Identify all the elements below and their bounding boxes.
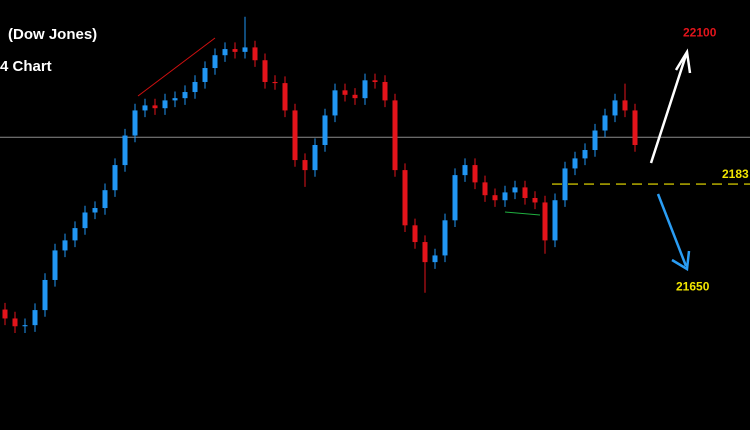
- candle-body: [362, 80, 368, 99]
- candle-body: [632, 110, 638, 146]
- level-label: 2183: [722, 167, 749, 181]
- chart-title: (Dow Jones): [8, 26, 97, 43]
- candle-body: [602, 115, 608, 131]
- candle-body: [122, 135, 128, 166]
- trend-line: [137, 37, 216, 97]
- candle-body: [32, 310, 38, 326]
- candle-body: [22, 325, 28, 327]
- candle-body: [472, 165, 478, 183]
- candle-body: [492, 195, 498, 201]
- candle-body: [372, 80, 378, 82]
- trend-line: [504, 211, 541, 216]
- candle-body: [562, 168, 568, 201]
- candle-body: [322, 115, 328, 146]
- candle-body: [532, 197, 538, 203]
- candle-body: [102, 190, 108, 209]
- candle-body: [232, 49, 238, 52]
- candle-body: [312, 145, 318, 171]
- candle-body: [152, 105, 158, 109]
- target-high-label: 22100: [683, 25, 717, 39]
- candle-body: [242, 47, 248, 52]
- candle-body: [282, 83, 288, 111]
- candle-body: [272, 81, 278, 84]
- candle-body: [12, 318, 18, 327]
- down-arrow: [656, 193, 691, 272]
- candle-body: [592, 130, 598, 151]
- candle-body: [542, 202, 548, 241]
- candle-body: [112, 165, 118, 191]
- candle-body: [212, 55, 218, 69]
- target-low-label: 21650: [676, 279, 710, 293]
- candle-body: [142, 105, 148, 111]
- candle-body: [192, 81, 198, 93]
- candle-body: [162, 100, 168, 109]
- candle-body: [522, 187, 528, 198]
- chart-subtitle: 4 Chart: [0, 58, 52, 75]
- candle-body: [182, 92, 188, 99]
- candle-body: [292, 110, 298, 161]
- candle-body: [622, 100, 628, 111]
- candle-body: [72, 228, 78, 241]
- candle-body: [262, 60, 268, 82]
- candle-body: [552, 200, 558, 241]
- candle-body: [202, 68, 208, 82]
- candle-body: [342, 90, 348, 95]
- candle-body: [482, 182, 488, 196]
- candle-body: [412, 225, 418, 243]
- candle-body: [332, 90, 338, 116]
- candle-body: [62, 240, 68, 251]
- candle-body: [452, 175, 458, 221]
- candle-body: [172, 98, 178, 101]
- candle-body: [352, 94, 358, 99]
- candle-body: [252, 47, 258, 61]
- candle-body: [392, 100, 398, 171]
- candle-body: [512, 187, 518, 193]
- candle-body: [82, 212, 88, 229]
- candle-body: [302, 160, 308, 171]
- candle-body: [92, 208, 98, 213]
- candle-body: [442, 220, 448, 256]
- candle-body: [432, 255, 438, 263]
- candle-body: [582, 150, 588, 159]
- candle-body: [52, 250, 58, 280]
- up-arrow: [649, 48, 692, 164]
- candle-body: [2, 309, 8, 319]
- candle-body: [612, 100, 618, 116]
- candle-body: [132, 110, 138, 136]
- candle-body: [502, 192, 508, 201]
- candle-body: [42, 279, 48, 311]
- candle-body: [422, 242, 428, 263]
- candle-body: [222, 49, 228, 56]
- candle-body: [382, 81, 388, 101]
- candle-body: [402, 170, 408, 226]
- candle-body: [572, 158, 578, 169]
- candle-body: [462, 165, 468, 176]
